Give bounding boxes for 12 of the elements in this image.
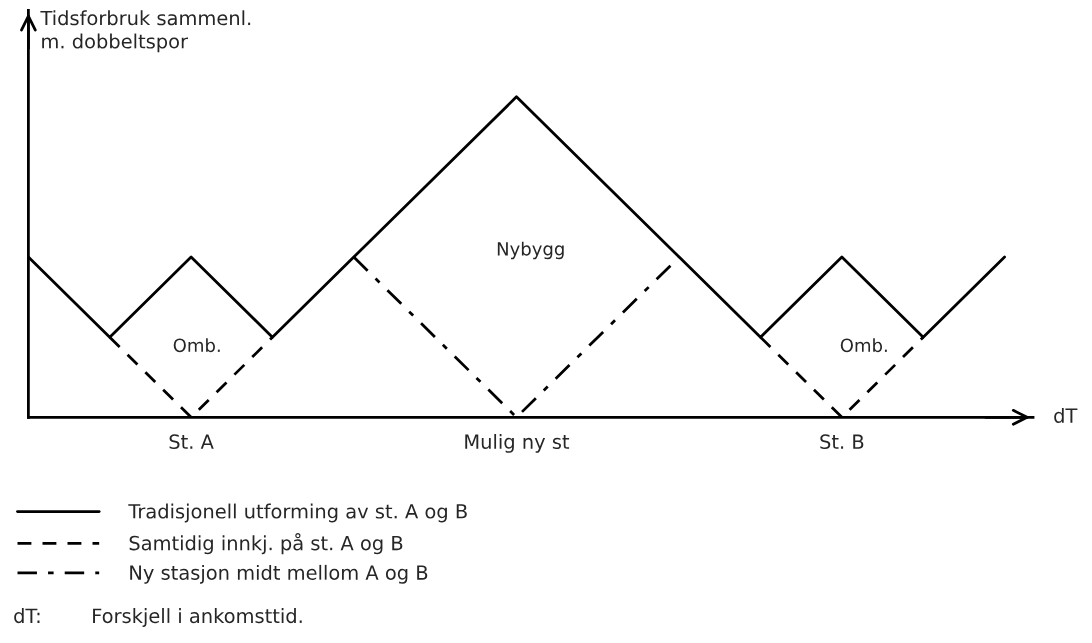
annotation: Nybygg [497, 241, 564, 260]
y-axis-title: Tidsforbruk sammenl. m. dobbeltspor [40, 10, 251, 53]
x-tick-label: St. A [169, 434, 214, 450]
annotation: Omb. [173, 338, 220, 353]
annotation: Omb. [840, 338, 887, 353]
legend-label: Samtidig innkj. på st. A og B [129, 533, 403, 555]
x-tick-label: St. B [820, 434, 864, 450]
text: dT: Forskjell i ankomsttid. [14, 608, 302, 627]
legend-label: Ny stasjon midt mellom A og B [130, 564, 428, 584]
x-tick-label: Mulig ny st [465, 433, 570, 453]
x-axis-title: dT [1054, 407, 1078, 423]
legend-label: Tradisjonell utforming av st. A og B [128, 503, 467, 523]
